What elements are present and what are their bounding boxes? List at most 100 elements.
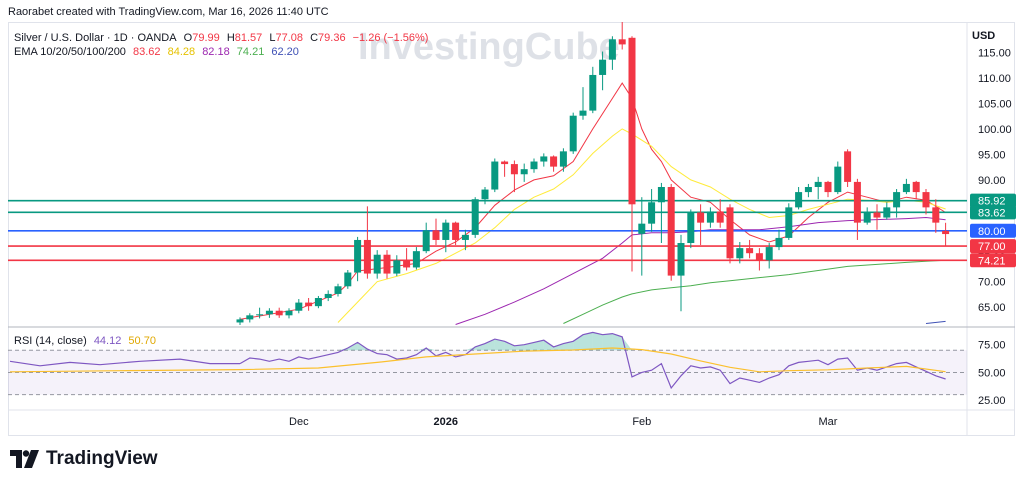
candle-body xyxy=(275,310,283,316)
candle-body xyxy=(236,319,244,323)
price-tick-label: 115.00 xyxy=(978,48,1011,60)
low-value: 77.08 xyxy=(275,32,304,44)
candle-body xyxy=(912,181,920,193)
rsi-overbought-fill xyxy=(494,339,505,351)
rsi-ma-line-lead xyxy=(9,369,241,373)
candle-body xyxy=(785,207,793,238)
candle-body xyxy=(697,212,705,223)
candle-body xyxy=(442,222,450,240)
candle-body xyxy=(393,260,401,274)
candle-body xyxy=(501,161,509,165)
price-tick-label: 100.00 xyxy=(978,124,1012,136)
candle-body xyxy=(765,247,773,261)
candle-body xyxy=(677,243,685,276)
candle-body xyxy=(295,302,303,311)
ohlc-open: O79.99 xyxy=(184,32,220,44)
candle-body xyxy=(569,115,577,152)
chart-caption: Raorabet created with TradingView.com, M… xyxy=(8,6,329,18)
candle-body xyxy=(530,161,538,170)
price-tick-label: 90.00 xyxy=(978,175,1006,187)
rsi-tick-label: 25.00 xyxy=(978,395,1006,407)
candle-body xyxy=(314,298,322,307)
change-value: −1.26 (−1.56%) xyxy=(352,32,429,44)
price-tick-label: 65.00 xyxy=(978,302,1006,314)
currency-label[interactable]: USD xyxy=(972,30,996,42)
price-tick-label: 70.00 xyxy=(978,277,1006,289)
rsi-legend: RSI (14, close) 44.12 50.70 xyxy=(14,335,160,347)
candle-body xyxy=(481,189,489,200)
candle-body xyxy=(403,260,411,268)
ema-legend: EMA 10/20/50/100/200 83.62 84.28 82.18 7… xyxy=(14,46,303,58)
candle-body xyxy=(863,212,871,223)
ema-label: EMA 10/20/50/100/200 xyxy=(14,46,126,58)
rsi-overbought-fill xyxy=(485,339,495,351)
price-pane xyxy=(8,22,967,325)
candle-body xyxy=(334,286,342,294)
candle-body xyxy=(285,310,293,316)
candle-body xyxy=(412,251,420,268)
rsi-tick-label: 75.00 xyxy=(978,340,1006,352)
candle-body xyxy=(883,207,891,218)
candle-body xyxy=(383,254,391,274)
rsi-overbought-fill xyxy=(543,340,554,351)
rsi-overbought-fill xyxy=(612,333,623,351)
watermark-text: InvestingCube xyxy=(358,26,620,68)
ohlc-close: C79.36 xyxy=(310,32,345,44)
symbol-label: Silver / U.S. Dollar · 1D · OANDA xyxy=(14,32,177,44)
candle-body xyxy=(844,151,852,182)
tradingview-logo-icon xyxy=(10,450,39,468)
ohlc-high: H81.57 xyxy=(227,32,262,44)
level-badge xyxy=(970,239,1016,254)
time-axis-label: Mar xyxy=(819,416,838,428)
candle-body xyxy=(687,212,695,244)
candle-body xyxy=(461,234,469,240)
level-badge-label: 83.62 xyxy=(978,207,1006,219)
ema-line-ema100 xyxy=(563,259,946,324)
price-tick-label: 105.00 xyxy=(978,98,1012,110)
ohlc-low: L77.08 xyxy=(269,32,303,44)
candle-body xyxy=(324,293,332,299)
candle-body xyxy=(432,230,440,240)
rsi-overbought-fill xyxy=(583,332,593,351)
time-axis-label: Feb xyxy=(632,416,651,428)
candle-body xyxy=(354,239,362,273)
rsi-overbought-fill xyxy=(592,332,603,351)
candle-body xyxy=(510,164,518,175)
rsi-value: 44.12 xyxy=(93,335,122,347)
candle-body xyxy=(589,74,597,111)
rsi-ma-value: 50.70 xyxy=(128,335,156,347)
level-badge-label: 80.00 xyxy=(978,226,1006,238)
candle-body xyxy=(804,186,812,193)
ema10-value: 83.62 xyxy=(133,46,161,58)
rsi-overbought-fill xyxy=(602,333,613,351)
candle-body xyxy=(471,199,479,235)
ema200-value: 62.20 xyxy=(271,46,299,58)
rsi-line-lead xyxy=(9,358,240,367)
low-label: L xyxy=(269,32,276,44)
candle-body xyxy=(657,186,665,203)
candle-body xyxy=(834,166,842,193)
level-badge xyxy=(970,253,1016,268)
level-badge xyxy=(970,205,1016,220)
candle-body xyxy=(246,315,254,320)
candle-body xyxy=(755,253,763,261)
rsi-tick-label: 50.00 xyxy=(978,367,1006,379)
rsi-pane xyxy=(8,331,967,396)
rsi-overbought-fill xyxy=(475,343,485,351)
candle-body xyxy=(932,207,940,223)
price-legend: Silver / U.S. Dollar · 1D · OANDA O79.99… xyxy=(14,32,432,44)
level-badge xyxy=(970,193,1016,208)
ema50-value: 82.18 xyxy=(202,46,230,58)
rsi-ma-line xyxy=(239,347,946,373)
time-axis-label: 2026 xyxy=(434,416,458,428)
candle-body xyxy=(902,183,910,193)
candle-body xyxy=(873,212,881,218)
level-badge xyxy=(970,223,1016,238)
candle-body xyxy=(736,248,744,259)
candle-body xyxy=(265,310,273,315)
candle-body xyxy=(491,161,499,190)
candle-body xyxy=(373,254,381,274)
close-value: 79.36 xyxy=(318,32,346,44)
candle-body xyxy=(559,151,567,167)
